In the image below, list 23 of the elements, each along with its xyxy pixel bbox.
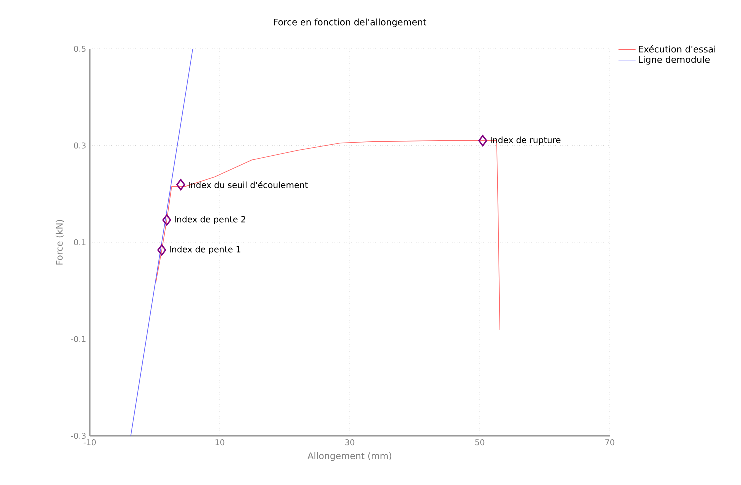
y-tick-label: -0.1 xyxy=(71,336,86,342)
legend-label: Exécution d'essai xyxy=(639,45,716,53)
annotation: Index de rupture xyxy=(491,136,561,146)
y-axis-title: Force (kN) xyxy=(56,220,64,265)
x-tick-label: 70 xyxy=(606,440,615,446)
x-tick-label: 10 xyxy=(216,440,225,446)
point xyxy=(176,179,186,191)
legend-label: Ligne demodule xyxy=(639,56,710,65)
x-tick-label: -10 xyxy=(84,440,96,446)
chart-title: Force en fonction del'allongement xyxy=(274,18,427,28)
point xyxy=(478,135,488,147)
annotation: Index de pente 1 xyxy=(170,246,241,254)
y-tick-label: 0.5 xyxy=(74,46,86,52)
annotation: Index de pente 2 xyxy=(175,216,246,224)
y-tick-label: 0.3 xyxy=(74,142,86,149)
y-tick-label: 0.1 xyxy=(74,239,86,246)
annotation: Index du seuil d'écoulement xyxy=(189,181,308,188)
x-tick-label: 50 xyxy=(476,440,485,446)
point xyxy=(158,244,166,256)
x-tick-label: 30 xyxy=(346,440,355,446)
x-axis-title: Allongement (mm) xyxy=(308,452,392,462)
point xyxy=(162,214,172,226)
y-tick-label: -0.3 xyxy=(71,432,86,440)
